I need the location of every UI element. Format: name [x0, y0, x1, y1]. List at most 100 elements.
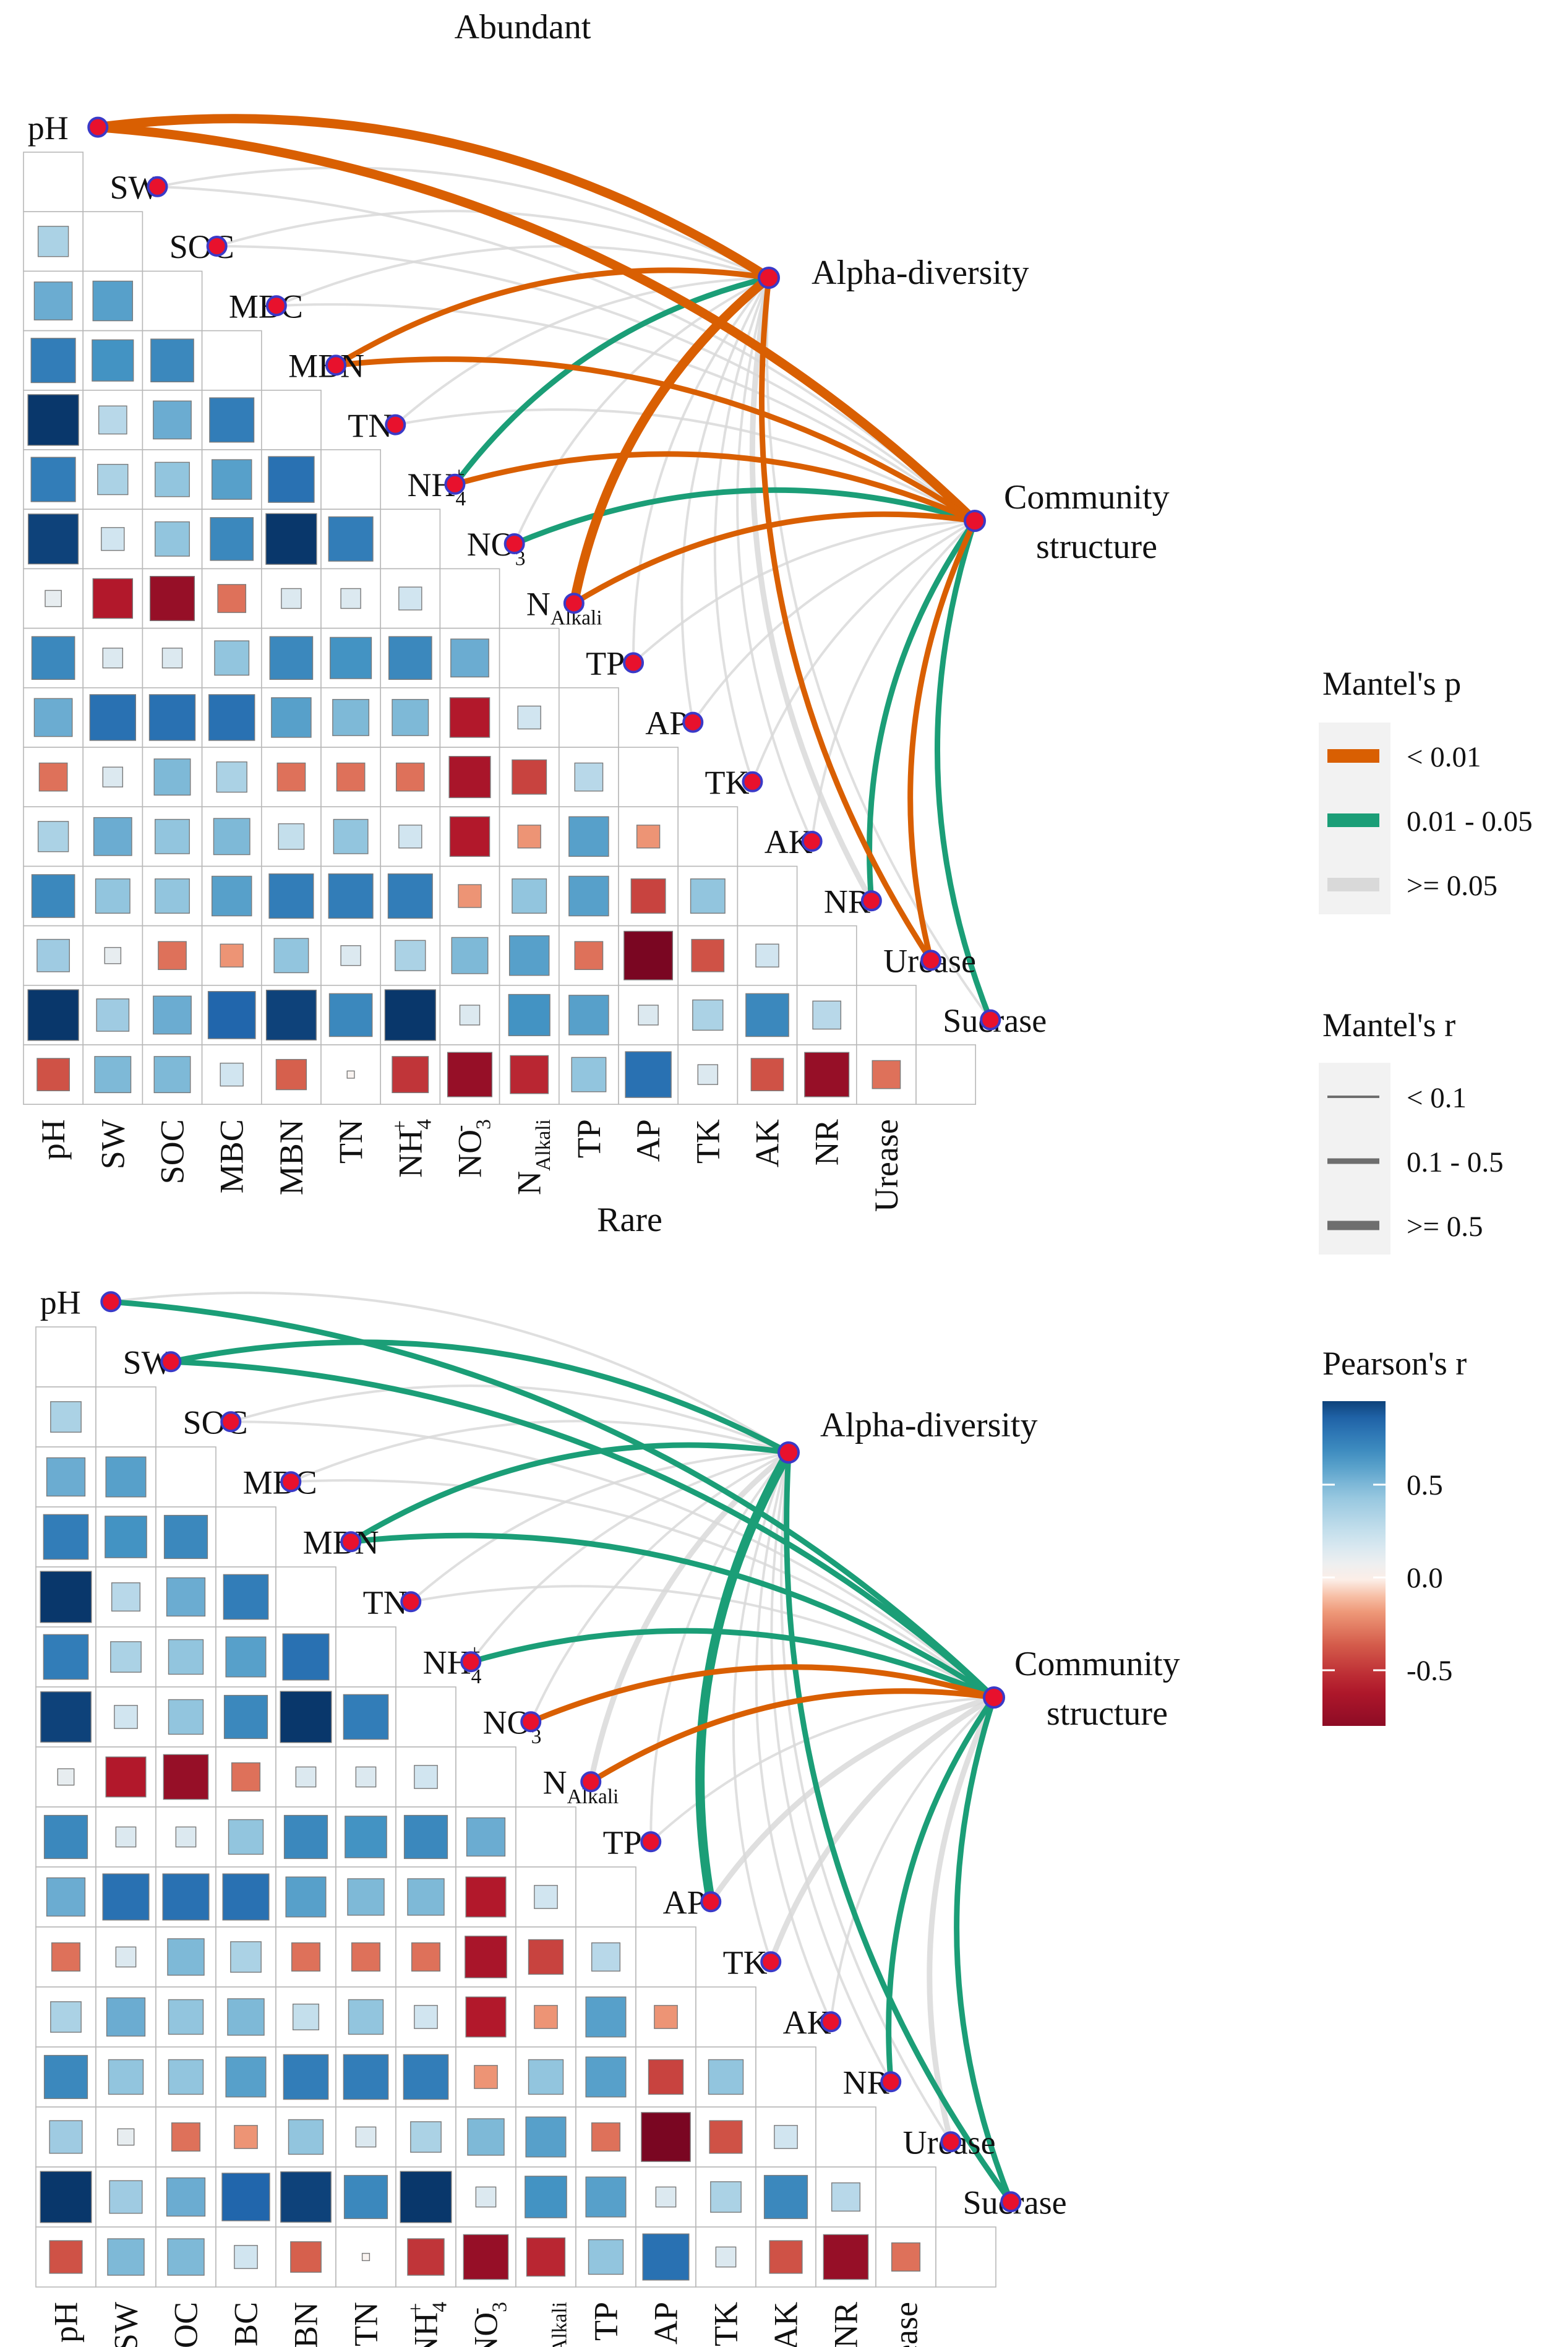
corr-square-mbc-sw	[92, 339, 134, 382]
corr-square-urease-nr	[812, 1000, 842, 1030]
axis-label-ph: pH	[35, 1119, 72, 1160]
corr-square-urease-mbn	[280, 2171, 332, 2223]
mantel-link-no3-to-alpha-diversity	[513, 277, 770, 545]
node-sucrase	[1000, 2191, 1022, 2213]
legend-p-label-0-01-0-05: 0.01 - 0.05	[1407, 805, 1533, 838]
axis-label-mbc: MBC	[213, 1119, 251, 1193]
corr-square-nr-nalkali	[525, 2116, 567, 2158]
axis-label-mbc: MBC	[228, 2302, 265, 2347]
axis-label-wrap: NAlkali	[528, 2302, 572, 2347]
grid-cell	[796, 925, 857, 986]
corr-square-nh4-mbn	[280, 1691, 332, 1743]
corr-square-ap-sw	[115, 1946, 137, 1968]
axis-label-nalkali: NAlkali	[528, 2302, 572, 2347]
node-mbc	[280, 1471, 302, 1493]
grid-cell	[275, 1566, 336, 1628]
corr-square-urease-tn	[343, 2174, 388, 2220]
corr-square-sucrase-tk	[715, 2246, 737, 2268]
corr-square-no3-mbc	[217, 584, 247, 613]
corr-square-sucrase-tp	[588, 2239, 624, 2275]
mantel-link-tp-to-alpha-diversity	[649, 1451, 790, 1843]
corr-square-ak-no3	[458, 884, 482, 908]
panel-title: Rare	[597, 1201, 662, 1239]
corr-square-ak-ap	[630, 878, 666, 914]
corr-square-tk-soc	[155, 818, 190, 854]
axis-label-tp: TP	[588, 2302, 625, 2341]
axis-label-urease: Urease	[868, 1119, 905, 1212]
corr-square-ak-mbn	[283, 2054, 329, 2100]
node-tk	[760, 1951, 782, 1973]
corr-square-ak-nh4	[403, 2054, 449, 2100]
corr-square-sucrase-tn	[346, 1070, 355, 1079]
corr-square-nh4-mbn	[265, 513, 317, 565]
mantel-link-urease-to-alpha-diversity	[779, 1451, 953, 2143]
axis-label-wrap: MBC	[213, 1119, 251, 1193]
corr-square-ap-nalkali	[528, 1939, 564, 1975]
corr-square-mbc-soc	[150, 338, 194, 383]
corr-square-sucrase-sw	[107, 2238, 145, 2276]
corr-square-ap-nalkali	[512, 759, 547, 795]
corr-square-tk-mbn	[278, 823, 305, 850]
axis-label-wrap: AK	[749, 1119, 786, 1167]
corr-square-ak-nalkali	[528, 2059, 564, 2095]
node-tk	[742, 771, 763, 792]
corr-square-ap-tn	[351, 1942, 381, 1972]
corr-square-urease-nh4	[400, 2171, 452, 2223]
mantel-link-nh4-to-alpha-diversity	[469, 1451, 790, 1663]
mantel-link-nr-to-community-structure	[886, 1694, 997, 2085]
panel-rare: Rare pH SW SOC MBC MBN TN NH4+ NO3- NAlkali TP AP TK…	[35, 1201, 1180, 2347]
node-soc	[220, 1411, 242, 1433]
mantel-link-ap-to-community-structure	[708, 1694, 997, 1905]
corr-square-sucrase-mbc	[220, 1062, 244, 1087]
grid-cell	[695, 2226, 756, 2288]
mantel-link-mbn-to-alpha-diversity	[348, 1442, 792, 1545]
corr-square-urease-ap	[638, 1005, 659, 1026]
corr-square-ak-tk	[708, 2059, 744, 2095]
mantel-link-urease-to-alpha-diversity	[759, 275, 934, 963]
corr-square-nr-ap	[641, 2112, 691, 2162]
corr-square-ap-tp	[591, 1942, 621, 1972]
axis-label-sw: SW	[94, 1119, 131, 1169]
legend-pearson-tick-label: 0.0	[1407, 1562, 1443, 1594]
corr-square-ak-ph	[43, 2054, 88, 2100]
corr-square-tk-tn	[333, 818, 369, 854]
node-soc	[206, 235, 228, 257]
corr-square-urease-nalkali	[508, 993, 551, 1036]
target-labels: Alpha-diversity Community structure	[820, 1406, 1180, 1733]
axis-label-no3: NO3-	[448, 1119, 495, 1178]
mantel-link-urease-to-community-structure	[907, 518, 978, 963]
grid-cell	[95, 1386, 156, 1448]
variable-labels: pHSWSOCMBCMBNTNNH4+NO3-NAlkaliTPAPTKAKNR…	[28, 109, 1047, 1039]
legend-pearson-tick-label: 0.5	[1407, 1469, 1443, 1501]
legend-pearson-tick-label: -0.5	[1407, 1655, 1452, 1687]
corr-square-tk-nalkali	[534, 2005, 558, 2029]
corr-square-no3-sw	[92, 578, 134, 619]
mantel-link-mbn-to-community-structure	[348, 1532, 997, 1701]
mantel-nodes	[100, 1291, 1022, 2213]
corr-square-ak-tk	[690, 878, 726, 914]
corr-square-nalkali-mbn	[283, 1814, 328, 1860]
corr-square-soc-sw	[105, 1456, 147, 1498]
corr-square-mbn-ph	[40, 1571, 92, 1623]
mantel-link-nh4-to-community-structure	[452, 451, 978, 524]
node-community-structure	[964, 510, 986, 532]
corr-square-no3-sw	[105, 1756, 147, 1798]
corr-square-urease-ap	[655, 2186, 677, 2208]
node-urease	[940, 2131, 962, 2153]
corr-square-tp-no3	[465, 1876, 507, 1918]
corr-square-nr-tk	[709, 2120, 743, 2154]
axis-label-wrap: MBC	[228, 2302, 265, 2347]
corr-square-mbn-sw	[98, 405, 127, 435]
corr-square-soc-sw	[92, 280, 134, 322]
corr-square-tk-nalkali	[517, 825, 541, 849]
mantel-link-tn-to-community-structure	[409, 1585, 995, 1699]
corr-square-ap-sw	[102, 766, 124, 787]
grid-cell	[755, 2046, 816, 2108]
corr-square-urease-no3	[459, 1005, 481, 1026]
axis-label-wrap: SOC	[154, 1119, 191, 1184]
mantel-link-nalkali-to-alpha-diversity	[588, 1449, 792, 1785]
corr-square-tp-soc	[162, 1873, 210, 1921]
axis-label-soc: SOC	[154, 1119, 191, 1184]
grid-cell	[275, 2226, 336, 2288]
